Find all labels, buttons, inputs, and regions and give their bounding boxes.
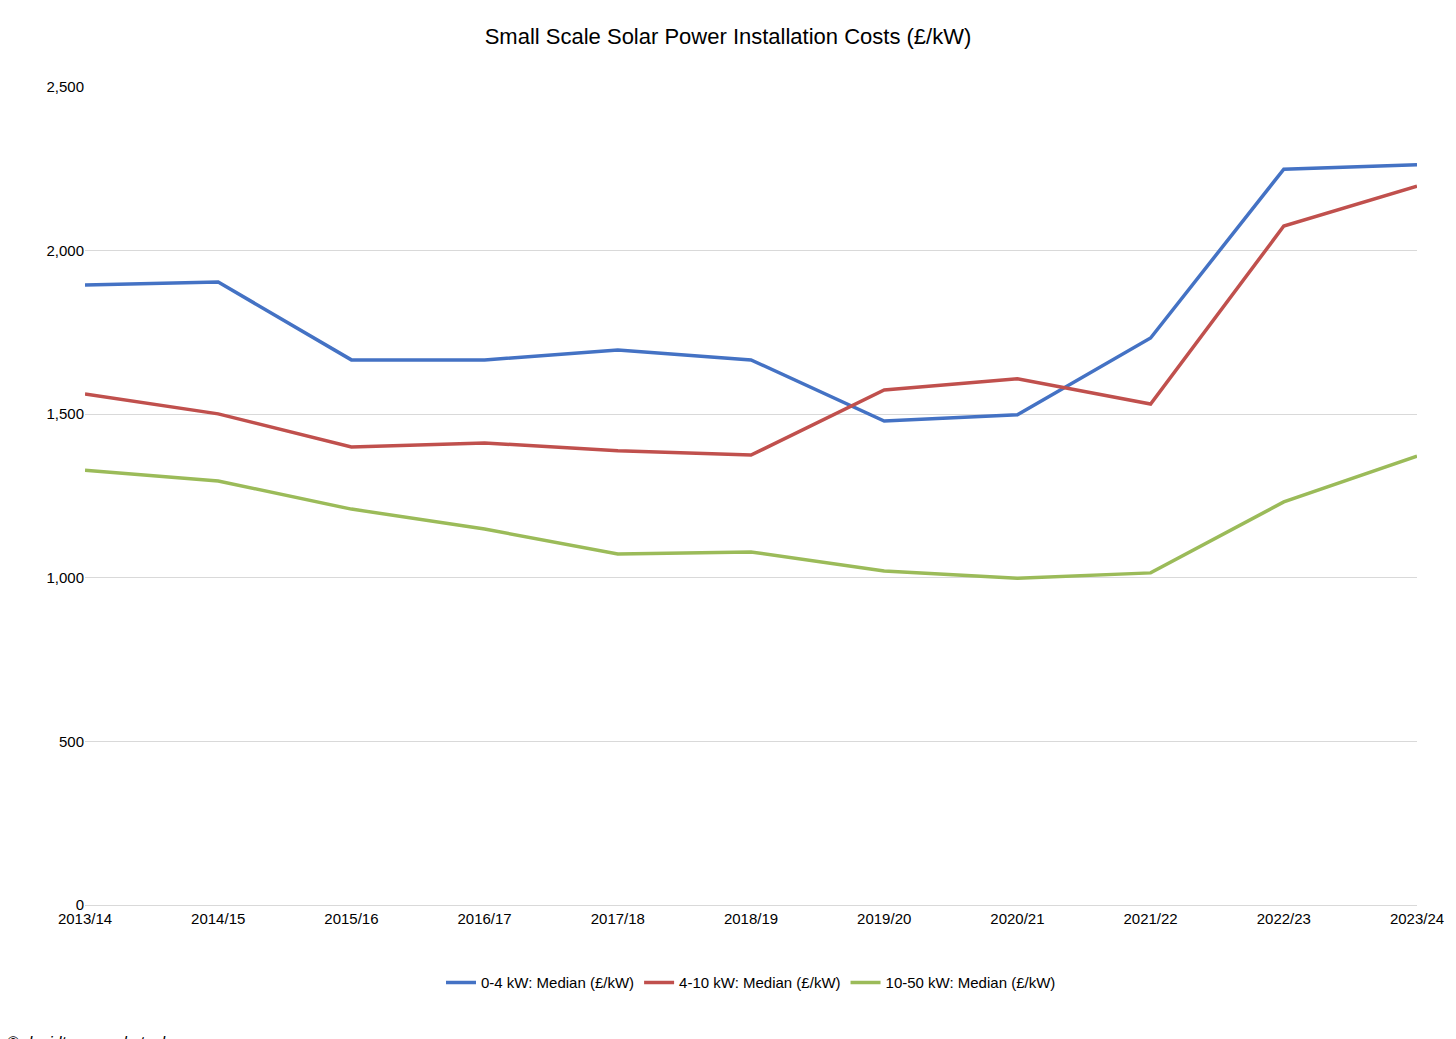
svg-text:2015/16: 2015/16	[324, 910, 378, 927]
svg-text:2016/17: 2016/17	[457, 910, 511, 927]
svg-text:10-50 kW: Median (£/kW): 10-50 kW: Median (£/kW)	[886, 974, 1056, 991]
svg-text:2019/20: 2019/20	[857, 910, 911, 927]
svg-text:2018/19: 2018/19	[724, 910, 778, 927]
svg-text:2020/21: 2020/21	[990, 910, 1044, 927]
svg-text:1,000: 1,000	[46, 569, 84, 586]
svg-text:2,500: 2,500	[46, 78, 84, 95]
svg-text:2022/23: 2022/23	[1257, 910, 1311, 927]
svg-text:2,000: 2,000	[46, 242, 84, 259]
svg-text:2013/14: 2013/14	[58, 910, 112, 927]
svg-text:2023/24: 2023/24	[1390, 910, 1444, 927]
svg-text:500: 500	[59, 733, 84, 750]
svg-text:4-10 kW: Median (£/kW): 4-10 kW: Median (£/kW)	[679, 974, 840, 991]
svg-text:0-4 kW: Median (£/kW): 0-4 kW: Median (£/kW)	[481, 974, 634, 991]
svg-text:1,500: 1,500	[46, 405, 84, 422]
svg-text:© davidturver.substack.com: © davidturver.substack.com	[7, 1034, 204, 1039]
svg-text:2014/15: 2014/15	[191, 910, 245, 927]
svg-text:0: 0	[76, 896, 84, 913]
svg-text:2021/22: 2021/22	[1123, 910, 1177, 927]
svg-text:Small Scale Solar Power Instal: Small Scale Solar Power Installation Cos…	[485, 24, 972, 49]
svg-text:2017/18: 2017/18	[591, 910, 645, 927]
